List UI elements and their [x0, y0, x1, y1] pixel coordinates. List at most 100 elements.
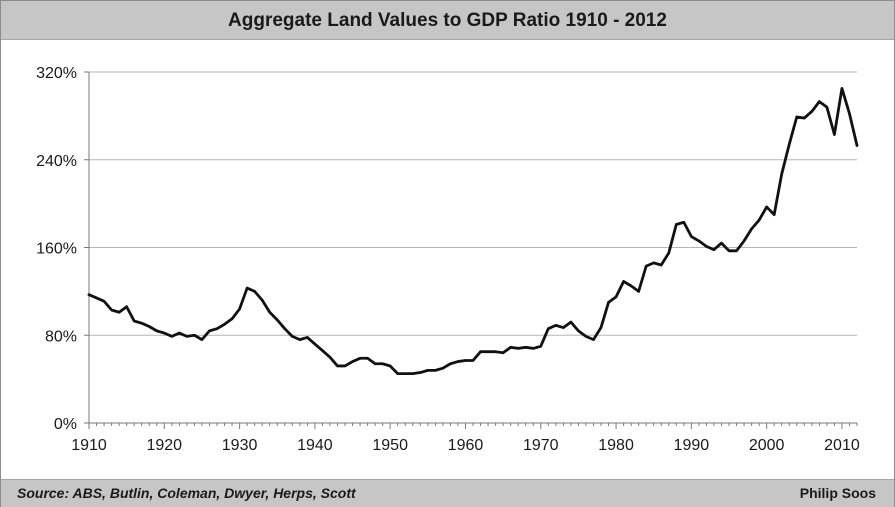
x-tick-label: 1970	[523, 437, 559, 454]
data-point	[720, 241, 723, 245]
data-point	[441, 366, 445, 370]
x-tick-label: 1930	[222, 437, 258, 454]
data-point	[125, 305, 128, 308]
data-point	[404, 372, 407, 375]
data-point	[132, 319, 136, 323]
data-point	[772, 213, 776, 216]
data-point	[539, 345, 542, 348]
data-point	[803, 116, 806, 120]
x-tick-label: 2000	[749, 437, 785, 454]
x-tick-label: 1940	[297, 437, 333, 454]
data-point	[757, 218, 761, 222]
data-point	[479, 350, 482, 353]
data-point	[155, 329, 158, 333]
data-point	[434, 369, 437, 372]
data-point	[245, 286, 249, 290]
x-tick-label: 2010	[824, 437, 860, 454]
data-point	[486, 350, 490, 353]
data-point	[102, 300, 106, 303]
data-point	[660, 263, 663, 267]
data-point	[200, 338, 204, 341]
data-point	[554, 324, 558, 327]
data-point	[795, 115, 798, 119]
x-tick-label: 1960	[448, 437, 484, 454]
data-point	[313, 342, 317, 346]
data-point	[291, 335, 294, 338]
data-point	[697, 239, 701, 243]
data-point	[607, 301, 610, 304]
data-point	[547, 327, 550, 330]
data-point	[471, 359, 475, 362]
data-point	[637, 290, 640, 293]
data-point	[449, 362, 452, 365]
data-point	[230, 317, 234, 320]
data-point	[765, 205, 768, 209]
data-point	[336, 364, 339, 368]
author-credit: Philip Soos	[799, 485, 876, 501]
chart-title: Aggregate Land Values to GDP Ratio 1910 …	[228, 10, 667, 31]
data-point	[328, 355, 332, 359]
data-point	[524, 346, 527, 349]
footer-bar: Source: ABS, Butlin, Coleman, Dwyer, Her…	[1, 479, 894, 507]
data-point	[788, 143, 791, 146]
data-point	[562, 326, 565, 329]
data-point	[750, 227, 753, 231]
data-point	[712, 248, 716, 251]
data-point	[298, 338, 302, 341]
data-point	[682, 221, 686, 224]
data-point	[532, 347, 535, 350]
data-point	[569, 320, 573, 324]
data-point	[629, 284, 633, 288]
data-point	[509, 346, 512, 349]
data-point	[276, 318, 279, 322]
data-point	[388, 364, 392, 368]
data-point	[358, 357, 362, 360]
data-point	[148, 325, 151, 328]
axes	[84, 71, 858, 429]
data-point	[396, 372, 399, 375]
y-tick-label: 240%	[36, 153, 77, 170]
y-tick-label: 320%	[36, 65, 77, 82]
data-point	[456, 360, 460, 363]
x-tick-label: 1950	[372, 437, 408, 454]
data-point	[577, 329, 580, 333]
data-point	[825, 105, 829, 109]
source-note: Source: ABS, Butlin, Coleman, Dwyer, Her…	[17, 485, 356, 501]
x-tick-label: 1920	[146, 437, 182, 454]
data-point	[208, 329, 211, 333]
data-point	[705, 245, 708, 248]
data-point	[855, 144, 859, 147]
series-line	[87, 87, 859, 376]
data-point	[268, 311, 271, 314]
data-point	[419, 371, 422, 374]
data-point	[253, 290, 256, 293]
data-point	[87, 293, 91, 296]
title-bar: Aggregate Land Values to GDP Ratio 1910 …	[1, 1, 894, 40]
data-point	[110, 308, 113, 312]
x-tick-label: 1910	[71, 437, 107, 454]
y-tick-label: 80%	[45, 328, 77, 345]
gridlines	[89, 71, 857, 336]
data-point	[283, 327, 286, 330]
data-point	[343, 364, 347, 368]
data-point	[614, 295, 618, 299]
data-point	[599, 326, 603, 329]
data-point	[810, 110, 814, 113]
data-point	[373, 362, 377, 365]
data-point	[351, 360, 354, 363]
data-point	[321, 349, 324, 352]
data-point	[170, 335, 174, 338]
data-point	[742, 239, 746, 243]
data-point	[584, 335, 588, 338]
plot-area: 0% 80% 160% 240% 320% 1910 1920 1930 1940 1950 196…	[36, 65, 860, 454]
y-tick-label: 160%	[36, 241, 77, 258]
data-point	[411, 372, 414, 375]
data-point	[185, 335, 189, 338]
series-layer	[87, 87, 859, 376]
data-point	[516, 347, 520, 350]
data-point	[840, 87, 844, 90]
data-point	[494, 350, 497, 353]
data-point	[818, 100, 821, 103]
data-point	[848, 112, 851, 115]
data-point	[690, 235, 693, 238]
